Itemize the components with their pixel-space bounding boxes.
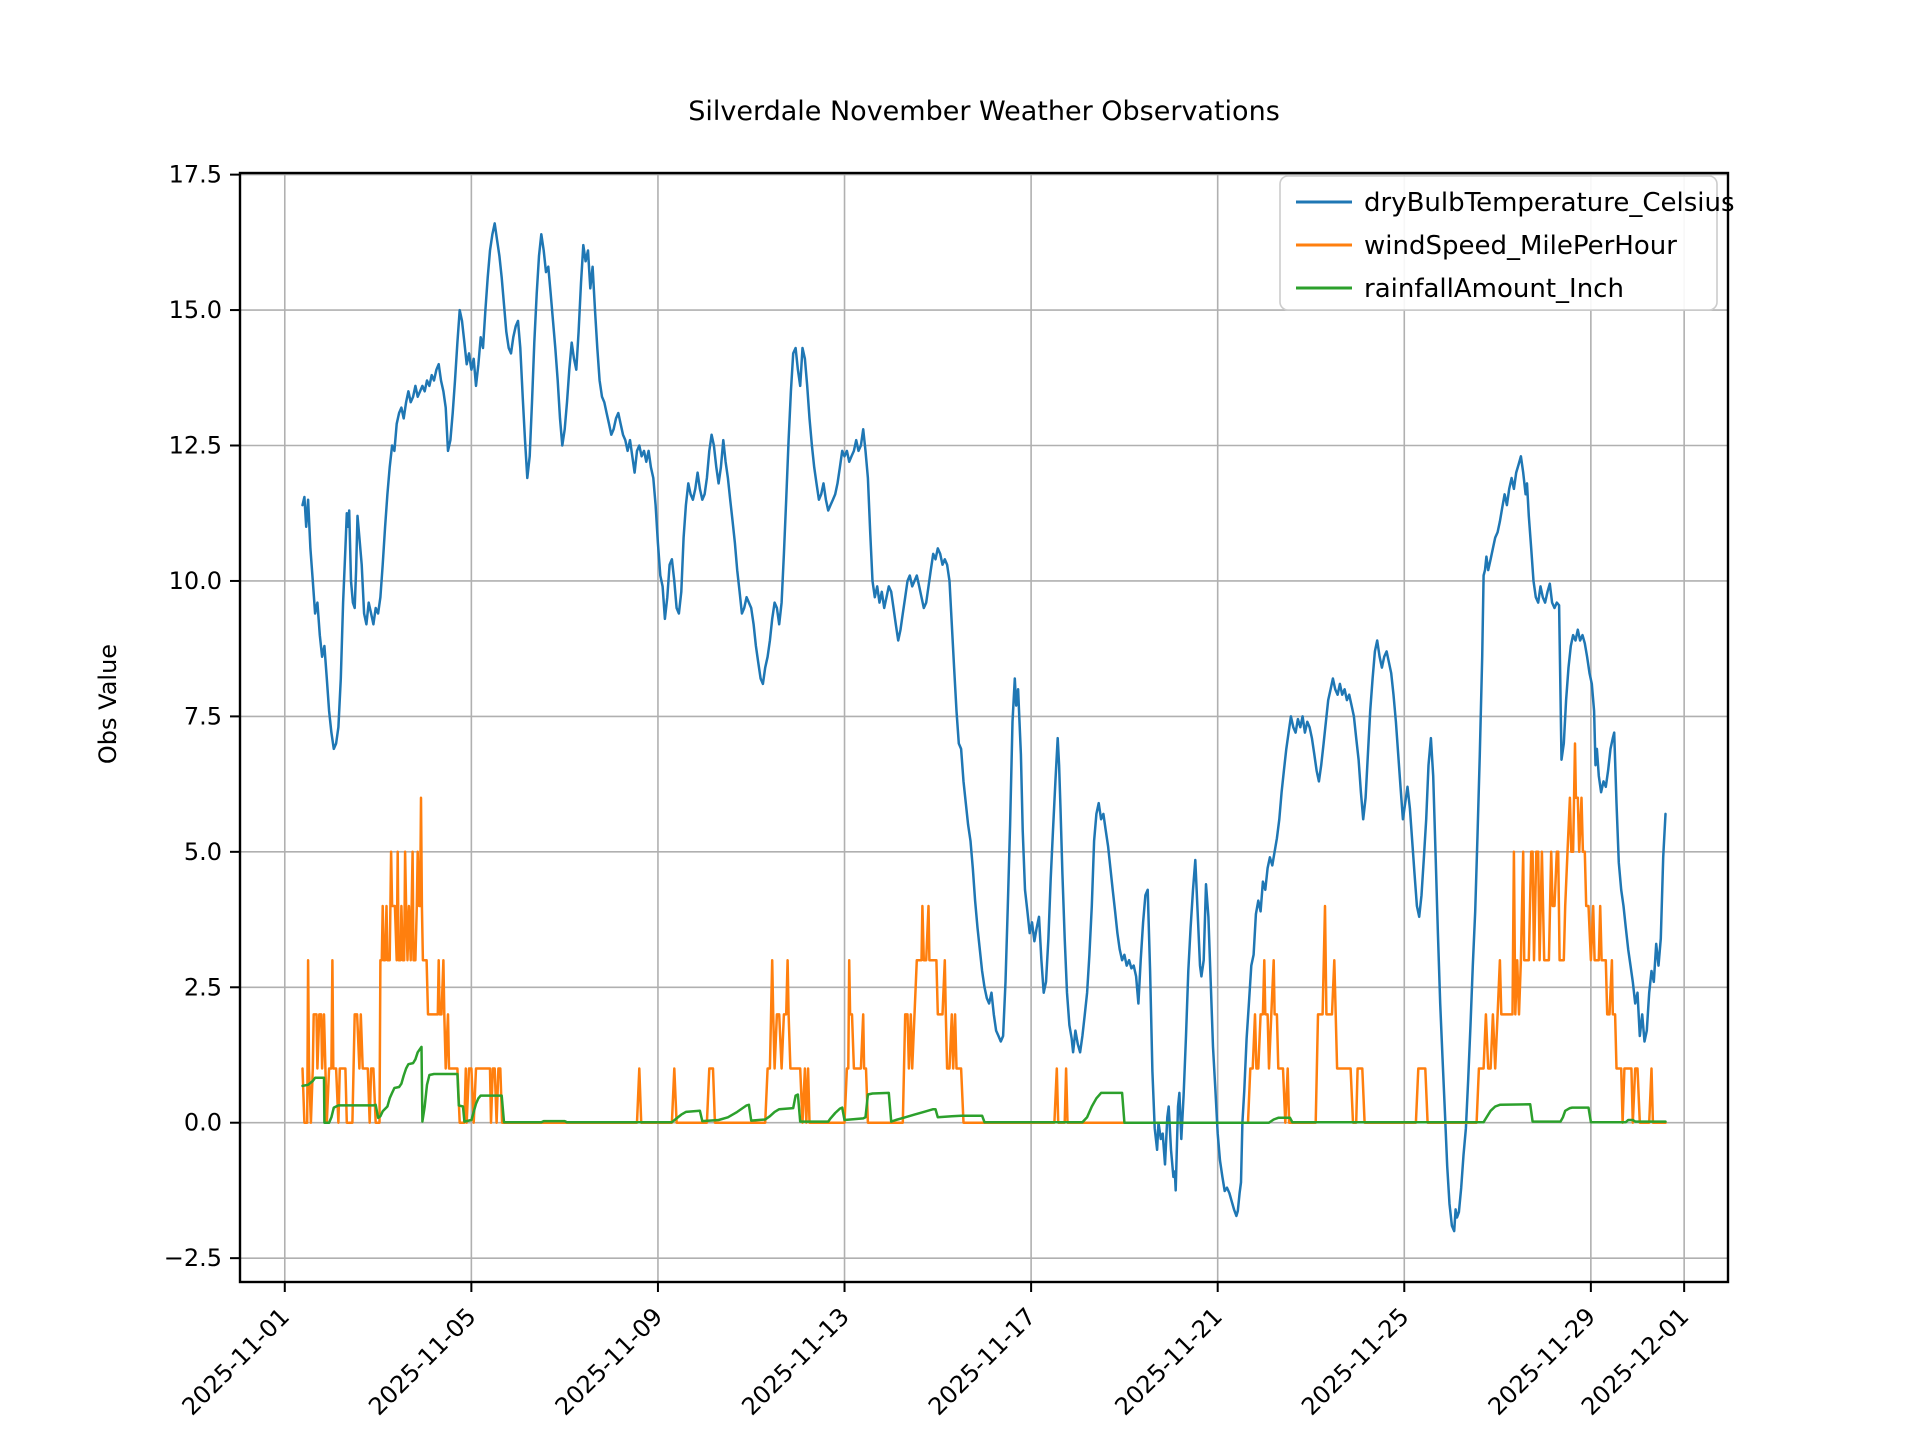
y-tick-label: −2.5: [164, 1244, 222, 1272]
x-tick-label: 2025-11-09: [550, 1302, 668, 1420]
legend-label: windSpeed_MilePerHour: [1364, 231, 1677, 261]
y-tick-label: 2.5: [184, 973, 222, 1001]
wind-line: [301, 742, 1667, 1124]
x-tick-label: 2025-11-25: [1296, 1302, 1414, 1420]
y-tick-label: 17.5: [169, 161, 222, 189]
rain-line: [301, 1045, 1667, 1124]
y-tick-label: 15.0: [169, 296, 222, 324]
y-tick-label: 12.5: [169, 432, 222, 460]
y-axis-label: Obs Value: [94, 643, 122, 765]
legend-frame: [1279, 175, 1718, 311]
x-tick-label: 2025-11-17: [923, 1302, 1041, 1420]
x-tick-label: 2025-11-13: [736, 1302, 854, 1420]
legend-label: rainfallAmount_Inch: [1364, 274, 1624, 304]
axes-spines: [238, 171, 1730, 1284]
temperature-line: [301, 222, 1667, 1233]
y-tick-label: 5.0: [184, 838, 222, 866]
y-tick-label: 0.0: [184, 1109, 222, 1137]
x-tick-label: 2025-11-21: [1110, 1302, 1228, 1420]
y-tick-label: 7.5: [184, 702, 222, 730]
legend-label: dryBulbTemperature_Celsius: [1364, 188, 1735, 218]
x-tick-label: 2025-11-01: [177, 1302, 295, 1420]
y-tick-label: 10.0: [169, 567, 222, 595]
chart-title: Silverdale November Weather Observations: [688, 96, 1280, 127]
x-tick-label: 2025-11-05: [363, 1302, 481, 1420]
